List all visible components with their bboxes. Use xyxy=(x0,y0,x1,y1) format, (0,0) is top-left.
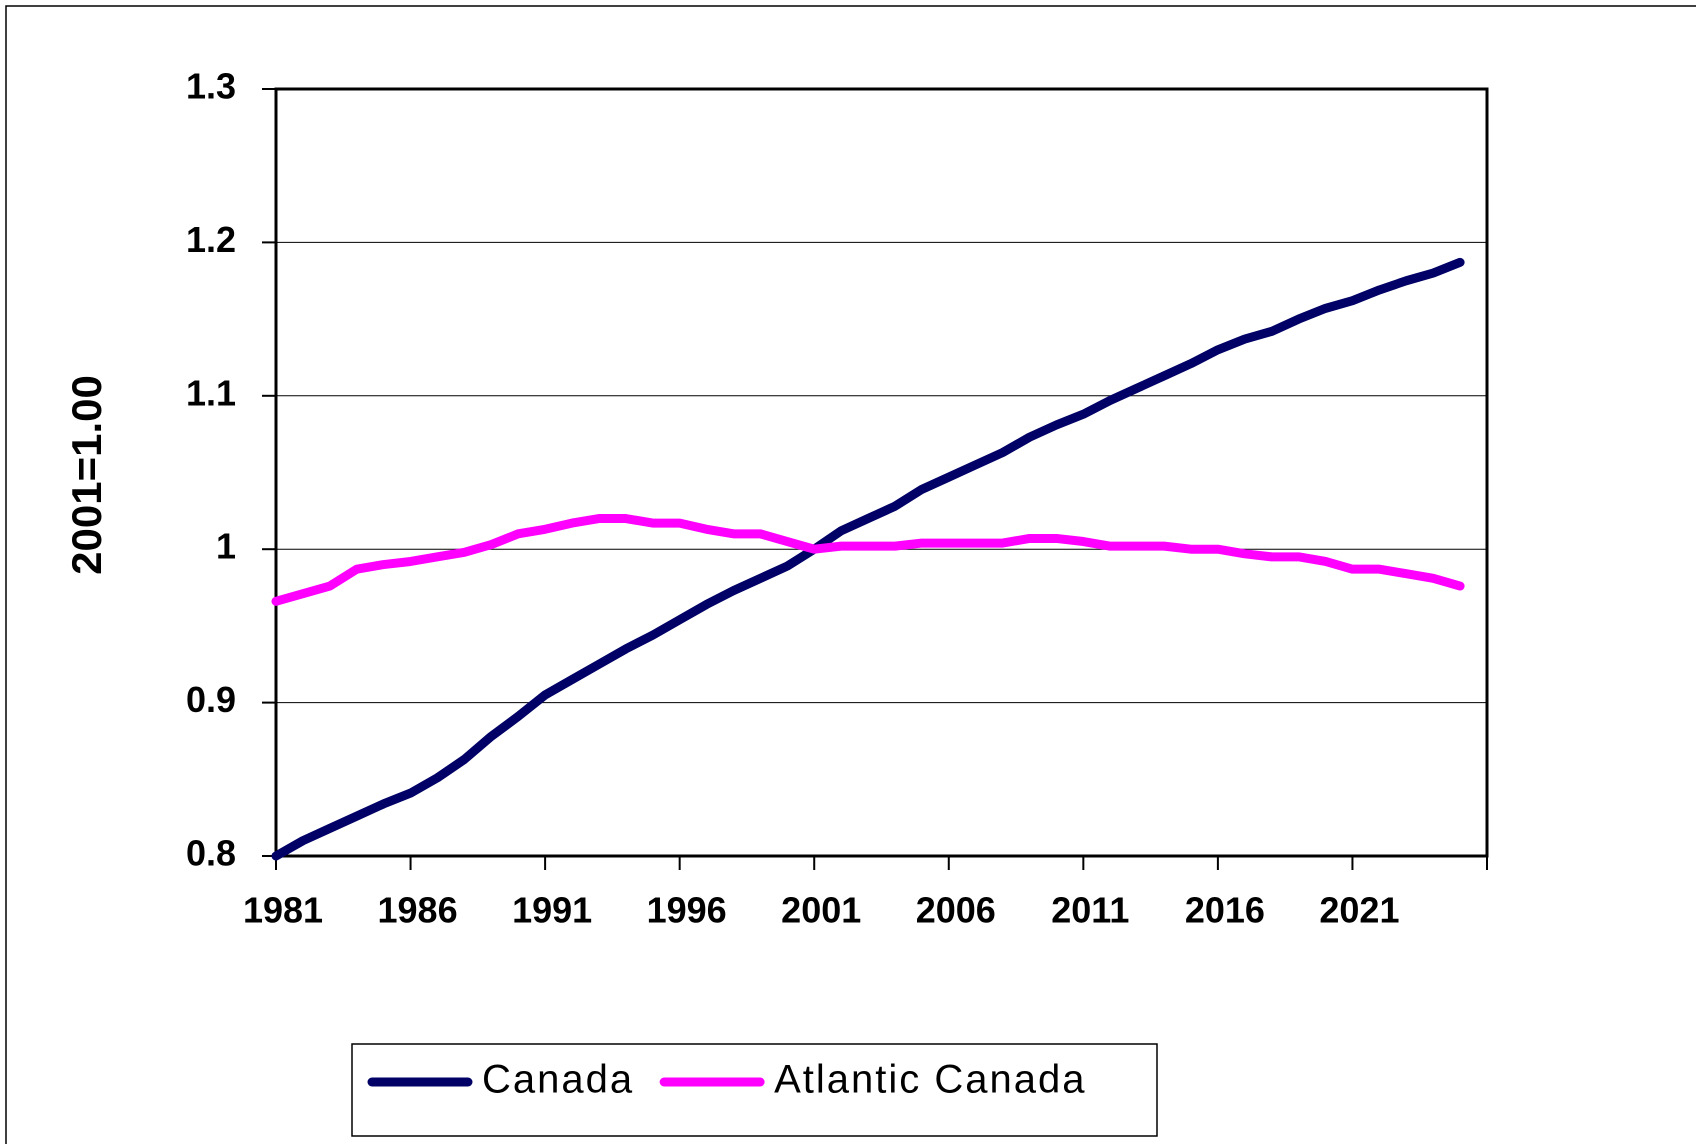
y-tick-label: 1.1 xyxy=(186,372,236,413)
chart-border xyxy=(5,5,1696,1144)
y-axis-label: 2001=1.00 xyxy=(63,375,110,575)
legend-label: Atlantic Canada xyxy=(774,1058,1086,1102)
x-tick-label: 1981 xyxy=(243,890,323,931)
x-tick-label: 1996 xyxy=(647,890,727,931)
y-tick-label: 1.2 xyxy=(186,219,236,260)
x-tick-label: 1986 xyxy=(378,890,458,931)
legend-box xyxy=(351,1043,1158,1137)
y-tick-label: 0.8 xyxy=(186,833,236,874)
y-tick-label: 1.3 xyxy=(186,66,236,107)
x-tick-label: 2021 xyxy=(1319,890,1399,931)
x-tick-label: 2011 xyxy=(1051,890,1129,931)
x-tick-label: 2016 xyxy=(1185,890,1265,931)
y-tick-label: 0.9 xyxy=(186,679,236,720)
legend-label: Canada xyxy=(482,1058,634,1102)
y-tick-label: 1 xyxy=(216,526,236,567)
x-tick-label: 2001 xyxy=(781,890,861,931)
plot-frame xyxy=(274,87,1489,858)
line-series xyxy=(271,514,1465,606)
x-tick-label: 2006 xyxy=(916,890,996,931)
x-tick-label: 1991 xyxy=(512,890,592,931)
line-series xyxy=(271,257,1465,861)
